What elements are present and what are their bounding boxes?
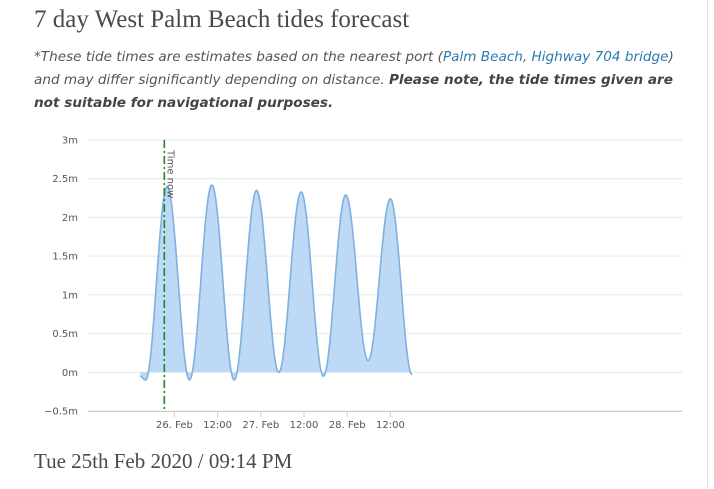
x-tick-label: 12:00	[290, 420, 319, 431]
y-tick-label: −0.5m	[44, 407, 78, 418]
disclaimer: *These tide times are estimates based on…	[34, 46, 682, 115]
axis-layer: 3m 2.5m 2m 1.5m 1m 0.5m 0m −0.5m 26. Feb 12:00 27.…	[44, 136, 682, 431]
tide-line	[140, 183, 413, 382]
x-tick-label: 12:00	[376, 420, 405, 431]
x-tick-label: 28. Feb	[329, 420, 366, 431]
marker-layer: Time now	[163, 140, 175, 411]
port-link[interactable]: Palm Beach, Highway 704 bridge	[442, 49, 669, 65]
y-tick-label: 1.5m	[52, 252, 78, 263]
disclaimer-text: *These tide times are estimates based on…	[34, 49, 443, 65]
tide-area	[140, 184, 412, 380]
y-tick-label: 0m	[62, 368, 78, 379]
series-layer	[140, 183, 413, 382]
x-tick-label: 27. Feb	[242, 420, 279, 431]
current-datetime: Tue 25th Feb 2020 / 09:14 PM	[34, 449, 293, 473]
y-tick-label: 2.5m	[52, 174, 78, 185]
time-now-label: Time now	[164, 149, 175, 198]
tide-chart: 3m 2.5m 2m 1.5m 1m 0.5m 0m −0.5m 26. Feb 12:00 27.…	[44, 136, 682, 431]
y-tick-label: 3m	[62, 136, 78, 147]
x-tick-label: 12:00	[203, 420, 232, 431]
right-border	[707, 0, 708, 489]
disclaimer-text-2: ) and may differ significantly depending…	[34, 49, 674, 88]
y-tick-label: 2m	[62, 213, 78, 224]
y-tick-label: 1m	[62, 290, 78, 301]
navigation-warning: Please note, the tide times given are no…	[34, 72, 673, 111]
page-title: 7 day West Palm Beach tides forecast	[34, 6, 410, 33]
x-tick-label: 26. Feb	[156, 420, 193, 431]
y-tick-label: 0.5m	[52, 329, 78, 340]
